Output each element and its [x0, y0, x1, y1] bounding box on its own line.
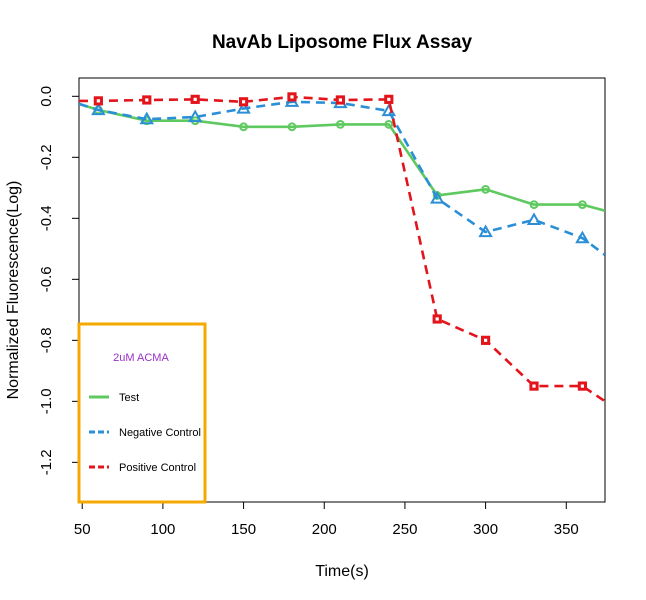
data-point	[236, 100, 251, 114]
data-point	[239, 122, 248, 132]
data-point	[381, 103, 397, 117]
data-point-inner	[290, 95, 294, 99]
data-point	[429, 190, 445, 204]
y-tick-label: -0.8	[38, 327, 55, 353]
y-tick-label: -1.2	[38, 449, 55, 475]
data-point	[187, 109, 203, 123]
data-point-inner	[96, 99, 100, 103]
series-layer	[79, 92, 605, 403]
data-point	[575, 230, 590, 244]
legend-label-negative-control: Negative Control	[119, 427, 201, 439]
data-point	[529, 200, 539, 209]
data-point	[478, 224, 493, 238]
data-point	[526, 212, 542, 225]
x-tick-label: 50	[74, 521, 91, 538]
chart-title: NavAb Liposome Flux Assay	[212, 32, 473, 53]
data-point-inner	[532, 384, 536, 388]
y-tick-label: 0.0	[38, 86, 55, 107]
data-point	[335, 119, 345, 129]
data-point	[287, 122, 297, 132]
y-axis-ticks: 0.0 -0.2 -0.4 -0.6 -0.8 -1.0 -1.2	[38, 86, 79, 475]
series-positive-control	[79, 92, 605, 403]
legend-box	[77, 322, 207, 504]
data-point-inner	[484, 338, 488, 342]
data-point-inner	[145, 98, 149, 102]
legend-label-test: Test	[119, 392, 139, 404]
x-tick-label: 300	[473, 521, 498, 538]
y-tick-label: -0.6	[38, 266, 55, 292]
data-point	[481, 184, 491, 194]
data-point	[139, 111, 154, 125]
data-point-inner	[193, 97, 197, 101]
x-axis-label: Time(s)	[315, 563, 369, 580]
data-point-inner	[387, 97, 391, 101]
x-axis-ticks: 50 100 150 200 250 300 350	[74, 502, 579, 538]
legend-label-positive-control: Positive Control	[119, 462, 196, 474]
chart-legend: 2uM ACMA Test Negative Control Positive Co…	[77, 322, 207, 504]
legend-title: 2uM ACMA	[113, 352, 169, 364]
data-point-inner	[338, 98, 342, 102]
data-point	[578, 200, 587, 209]
y-axis-label: Normalized Fluorescence(Log)	[5, 181, 22, 400]
y-tick-label: -0.2	[38, 144, 55, 170]
x-tick-label: 100	[150, 521, 175, 538]
x-tick-label: 250	[392, 521, 417, 538]
data-point-inner	[241, 100, 246, 104]
y-tick-label: -1.0	[38, 388, 55, 414]
data-point-inner	[580, 384, 585, 388]
data-point	[384, 119, 394, 129]
series-line	[79, 102, 605, 212]
plot-frame	[78, 77, 606, 503]
x-tick-label: 150	[231, 521, 256, 538]
x-tick-label: 350	[554, 521, 579, 538]
data-point	[91, 102, 106, 116]
data-point-inner	[435, 317, 439, 321]
legend-entries: Test Negative Control Positive Control	[89, 392, 201, 474]
y-tick-label: -0.4	[38, 205, 55, 231]
x-tick-label: 200	[312, 521, 337, 538]
